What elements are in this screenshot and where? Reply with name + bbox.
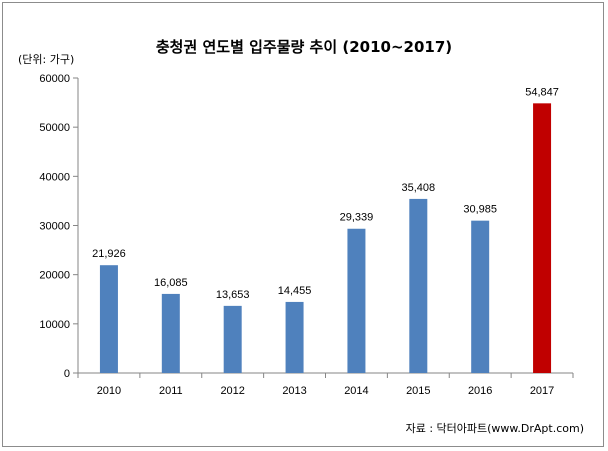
- y-tick-label: 0: [64, 368, 70, 380]
- bar-2010: [99, 265, 118, 373]
- data-label-2011: 16,085: [154, 277, 188, 289]
- x-tick-label: 2012: [220, 385, 244, 397]
- data-label-2012: 13,653: [216, 289, 250, 301]
- data-label-2015: 35,408: [401, 182, 435, 194]
- x-axis: 2010 2011 2012 2013 2014 2015 2016 2017: [77, 373, 574, 397]
- data-label-2010: 21,926: [92, 248, 126, 260]
- source-note: 자료 : 닥터아파트(www.DrApt.com): [406, 422, 584, 435]
- y-tick-label: 30000: [39, 221, 70, 233]
- bar-2015: [409, 198, 428, 373]
- bar-2012: [223, 305, 242, 373]
- unit-label: (단위: 가구): [18, 53, 74, 66]
- data-labels: 21,926 16,085 13,653 14,455 29,339 35,408 30,9…: [92, 86, 559, 301]
- data-label-2016: 30,985: [463, 204, 497, 216]
- x-tick-label: 2016: [468, 385, 492, 397]
- x-tick-label: 2010: [97, 385, 121, 397]
- chart-title: 충청권 연도별 입주물량 추이 (2010~2017): [156, 38, 452, 56]
- y-tick-label: 40000: [39, 171, 70, 183]
- x-tick-label: 2015: [406, 385, 430, 397]
- x-tick-label: 2017: [530, 385, 554, 397]
- bar-2016: [471, 220, 490, 373]
- y-axis: 0 10000 20000 30000 40000 50000 60000: [39, 73, 78, 380]
- y-tick-label: 10000: [39, 319, 70, 331]
- x-tick-label: 2011: [159, 385, 183, 397]
- bar-2011: [161, 293, 180, 373]
- bar-2017: [533, 103, 552, 374]
- y-tick-label: 20000: [39, 270, 70, 282]
- y-tick-label: 50000: [39, 122, 70, 134]
- bar-2013: [285, 301, 304, 373]
- bar-2014: [347, 228, 366, 373]
- x-tick-label: 2013: [282, 385, 306, 397]
- x-tick-label: 2014: [344, 385, 368, 397]
- data-label-2017: 54,847: [525, 86, 559, 98]
- y-tick-label: 60000: [39, 73, 70, 85]
- data-label-2014: 29,339: [340, 212, 374, 224]
- data-label-2013: 14,455: [278, 285, 312, 297]
- bars-group: [99, 103, 552, 374]
